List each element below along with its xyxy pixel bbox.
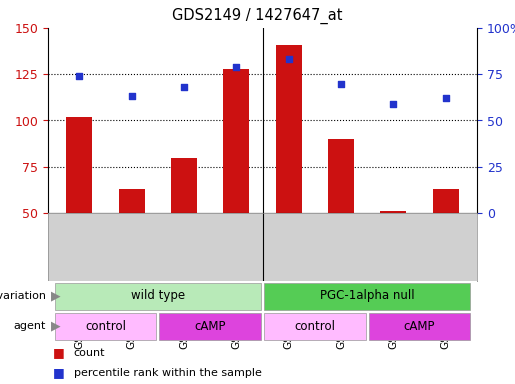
Text: agent: agent <box>13 321 46 331</box>
Bar <box>264 313 366 339</box>
Bar <box>433 189 459 213</box>
Bar <box>55 283 261 310</box>
Point <box>128 93 136 99</box>
Text: wild type: wild type <box>131 290 185 303</box>
Point <box>232 64 241 70</box>
Bar <box>171 157 197 213</box>
Point <box>285 56 293 63</box>
Text: control: control <box>85 319 126 333</box>
Text: cAMP: cAMP <box>404 319 435 333</box>
Text: ■: ■ <box>53 366 65 379</box>
Text: genotype/variation: genotype/variation <box>0 291 46 301</box>
Point <box>180 84 188 90</box>
Point <box>75 73 83 79</box>
Bar <box>276 45 302 213</box>
Bar <box>160 313 261 339</box>
Point <box>389 101 398 107</box>
Bar <box>369 313 470 339</box>
Text: percentile rank within the sample: percentile rank within the sample <box>74 367 262 377</box>
Text: count: count <box>74 348 105 358</box>
Text: GDS2149 / 1427647_at: GDS2149 / 1427647_at <box>172 8 343 24</box>
Bar <box>328 139 354 213</box>
Bar <box>264 283 470 310</box>
Bar <box>380 211 406 213</box>
Bar <box>224 69 249 213</box>
Point <box>337 80 345 86</box>
Text: ▶: ▶ <box>46 319 60 333</box>
Point <box>441 95 450 101</box>
Bar <box>66 117 93 213</box>
Text: PGC-1alpha null: PGC-1alpha null <box>320 290 415 303</box>
Text: cAMP: cAMP <box>195 319 226 333</box>
Bar <box>118 189 145 213</box>
Text: control: control <box>294 319 335 333</box>
Text: ▶: ▶ <box>46 290 60 303</box>
Text: ■: ■ <box>53 346 65 359</box>
Bar <box>55 313 156 339</box>
